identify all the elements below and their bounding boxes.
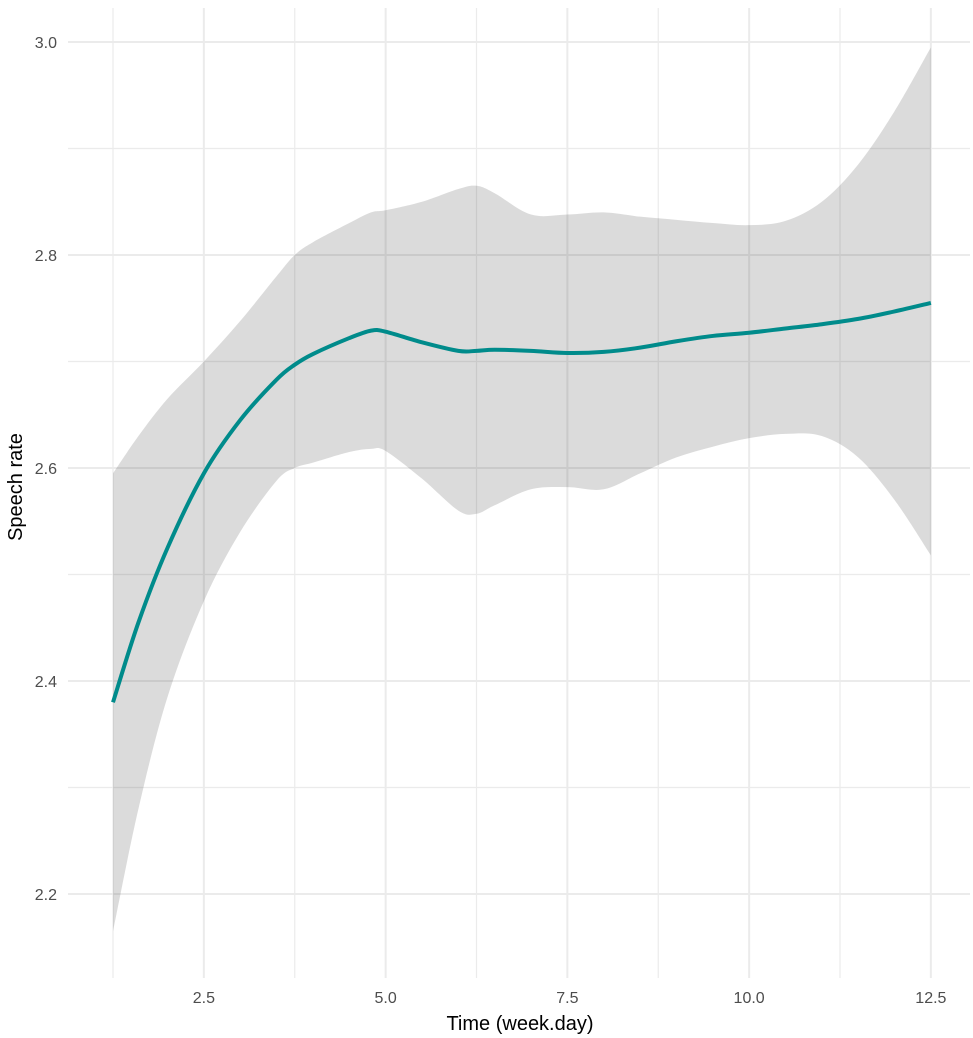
x-tick-label: 2.5 <box>193 990 215 1007</box>
x-axis-tick-labels: 2.5 5.0 7.5 10.0 12.5 <box>193 990 947 1007</box>
y-tick-label: 2.6 <box>35 461 57 478</box>
grid-minor <box>68 8 970 978</box>
y-axis-title: Speech rate <box>5 433 27 541</box>
smooth-fit-line <box>111 300 932 703</box>
y-tick-label: 2.4 <box>35 674 57 691</box>
confidence-band <box>113 47 931 932</box>
x-tick-label: 12.5 <box>915 990 946 1007</box>
y-tick-label: 3.0 <box>35 35 57 52</box>
y-axis-tick-labels: 2.2 2.4 2.6 2.8 3.0 <box>35 35 57 904</box>
y-tick-label: 2.2 <box>35 887 57 904</box>
x-tick-label: 7.5 <box>556 990 578 1007</box>
x-tick-label: 10.0 <box>734 990 765 1007</box>
y-tick-label: 2.8 <box>35 248 57 265</box>
x-axis-title: Time (week.day) <box>446 1013 593 1035</box>
x-tick-label: 5.0 <box>375 990 397 1007</box>
